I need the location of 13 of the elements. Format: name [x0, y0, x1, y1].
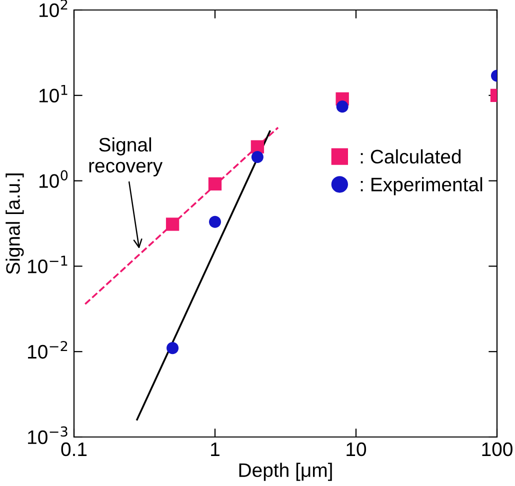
x-tick-label: 100 — [482, 442, 512, 456]
x-tick-label: 1 — [211, 442, 220, 456]
y-tick-label: 10$^{−2}$ — [28, 340, 68, 359]
y-tick-label: 10$^{−1}$ — [28, 256, 68, 274]
legend-label: : Experimental — [360, 177, 482, 196]
x-axis-title: Depth [μm] — [239, 462, 332, 481]
y-tick-label: 10$^{0}$ — [40, 170, 68, 188]
legend-label: : Calculated — [360, 149, 461, 164]
y-tick-label: 10$^{1}$ — [40, 84, 68, 103]
x-tick-label: 0.1 — [61, 442, 87, 456]
y-axis-title: Signal [a.u.] — [6, 174, 24, 274]
annotation: Signal recovery — [89, 137, 163, 176]
x-tick-label: 10 — [346, 442, 366, 456]
